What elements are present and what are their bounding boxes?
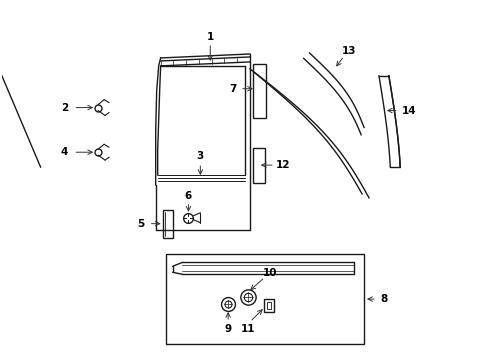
Bar bbox=[264, 299, 273, 312]
Bar bbox=[252, 148, 264, 183]
Text: 2: 2 bbox=[61, 103, 68, 113]
Bar bbox=[163, 210, 172, 238]
Bar bbox=[252, 64, 265, 118]
Text: 12: 12 bbox=[275, 160, 289, 170]
Bar bbox=[165, 255, 364, 344]
Text: 5: 5 bbox=[137, 219, 144, 229]
Text: 4: 4 bbox=[61, 147, 68, 157]
Text: 13: 13 bbox=[341, 46, 356, 56]
Text: 14: 14 bbox=[401, 105, 415, 116]
Text: 9: 9 bbox=[224, 324, 231, 334]
Text: 6: 6 bbox=[184, 191, 192, 201]
Text: 8: 8 bbox=[380, 294, 387, 304]
Text: 11: 11 bbox=[240, 324, 255, 334]
Text: 7: 7 bbox=[229, 84, 236, 94]
Text: 3: 3 bbox=[196, 151, 203, 161]
Text: 1: 1 bbox=[206, 32, 213, 42]
Text: 10: 10 bbox=[262, 268, 277, 278]
